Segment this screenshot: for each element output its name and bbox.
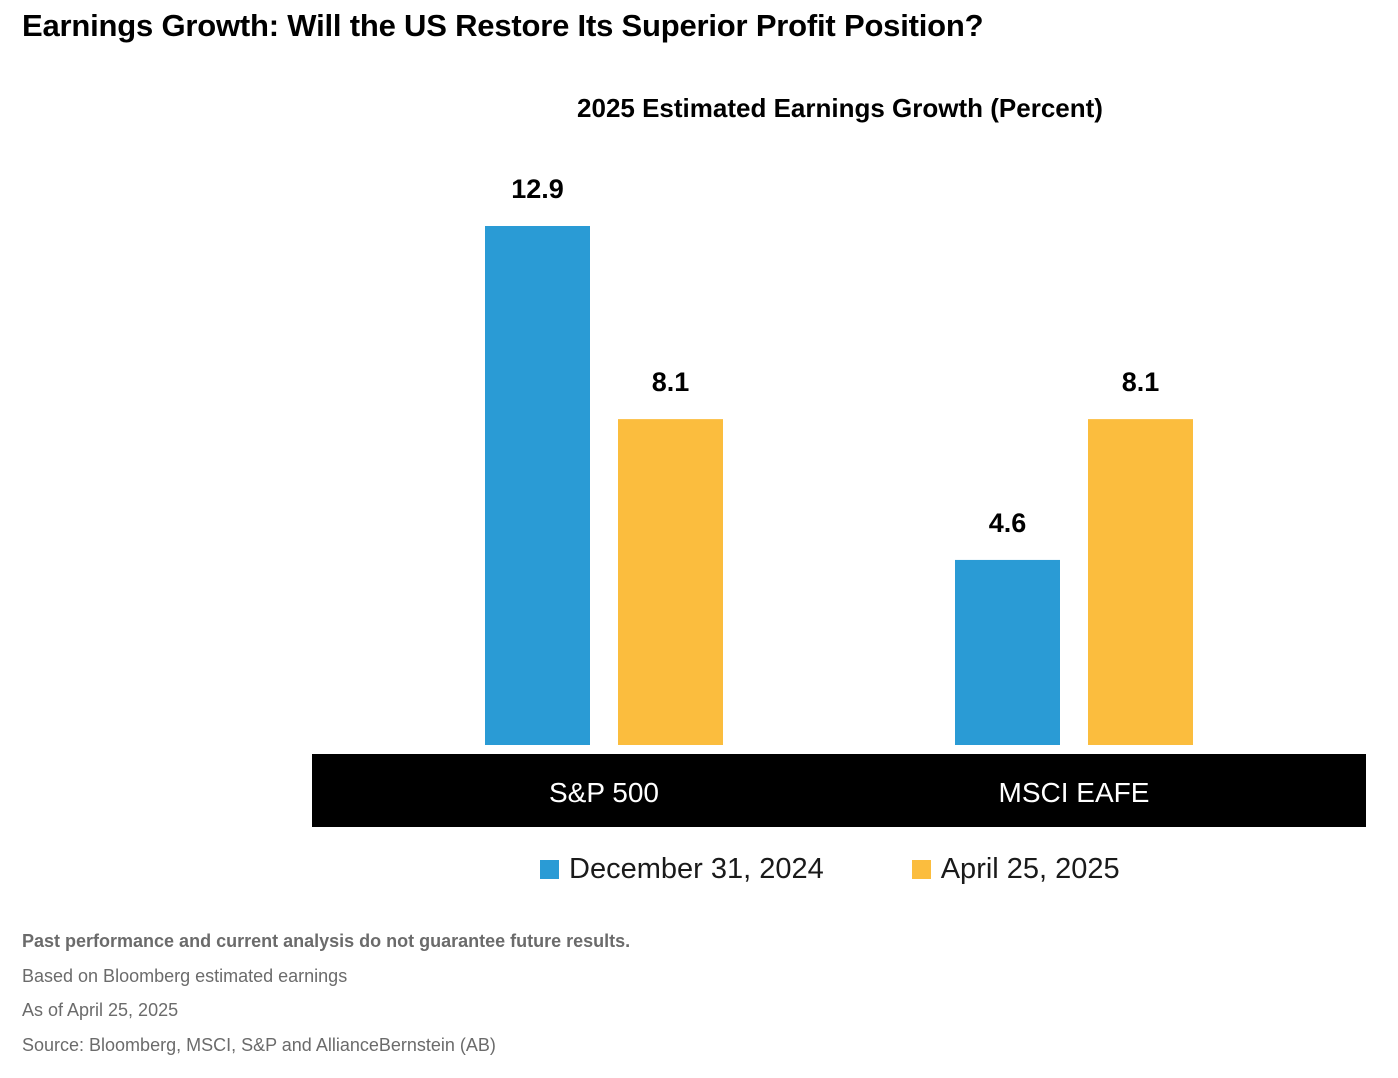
bar-0-1 bbox=[955, 559, 1060, 745]
legend-label-dec-2024: December 31, 2024 bbox=[569, 853, 824, 885]
legend-swatch-dec-2024 bbox=[540, 860, 559, 879]
category-label-0: S&P 500 bbox=[549, 777, 659, 808]
bar-1-0 bbox=[618, 419, 723, 745]
footnote-source: Source: Bloomberg, MSCI, S&P and Allianc… bbox=[22, 1034, 496, 1055]
legend-label-apr-2025: April 25, 2025 bbox=[940, 853, 1120, 885]
legend-swatch-apr-2025 bbox=[911, 860, 931, 879]
legend-item-dec-2024: December 31, 2024 bbox=[540, 853, 824, 886]
data-label-1-0: 8.1 bbox=[652, 367, 690, 397]
data-label-0-1: 4.6 bbox=[989, 508, 1027, 538]
chart-legend: December 31, 2024 April 25, 2025 bbox=[540, 853, 1208, 886]
data-label-0-0: 12.9 bbox=[511, 174, 564, 204]
data-label-1-1: 8.1 bbox=[1122, 367, 1160, 397]
legend-item-apr-2025: April 25, 2025 bbox=[911, 853, 1120, 886]
category-band bbox=[312, 754, 1366, 827]
footnotes: Past performance and current analysis do… bbox=[22, 928, 630, 1066]
category-label-1: MSCI EAFE bbox=[999, 777, 1150, 808]
bar-chart: S&P 500 MSCI EAFE 12.9 4.6 8.1 8.1 bbox=[312, 174, 1366, 827]
bar-1-1 bbox=[1088, 419, 1193, 745]
footnote-disclaimer: Past performance and current analysis do… bbox=[22, 931, 631, 951]
chart-title: 2025 Estimated Earnings Growth (Percent) bbox=[577, 93, 1103, 123]
bar-0-0 bbox=[485, 226, 590, 745]
footnote-basis: Based on Bloomberg estimated earnings bbox=[22, 965, 348, 986]
page-title: Earnings Growth: Will the US Restore Its… bbox=[22, 8, 984, 43]
footnote-as-of: As of April 25, 2025 bbox=[22, 1000, 179, 1020]
